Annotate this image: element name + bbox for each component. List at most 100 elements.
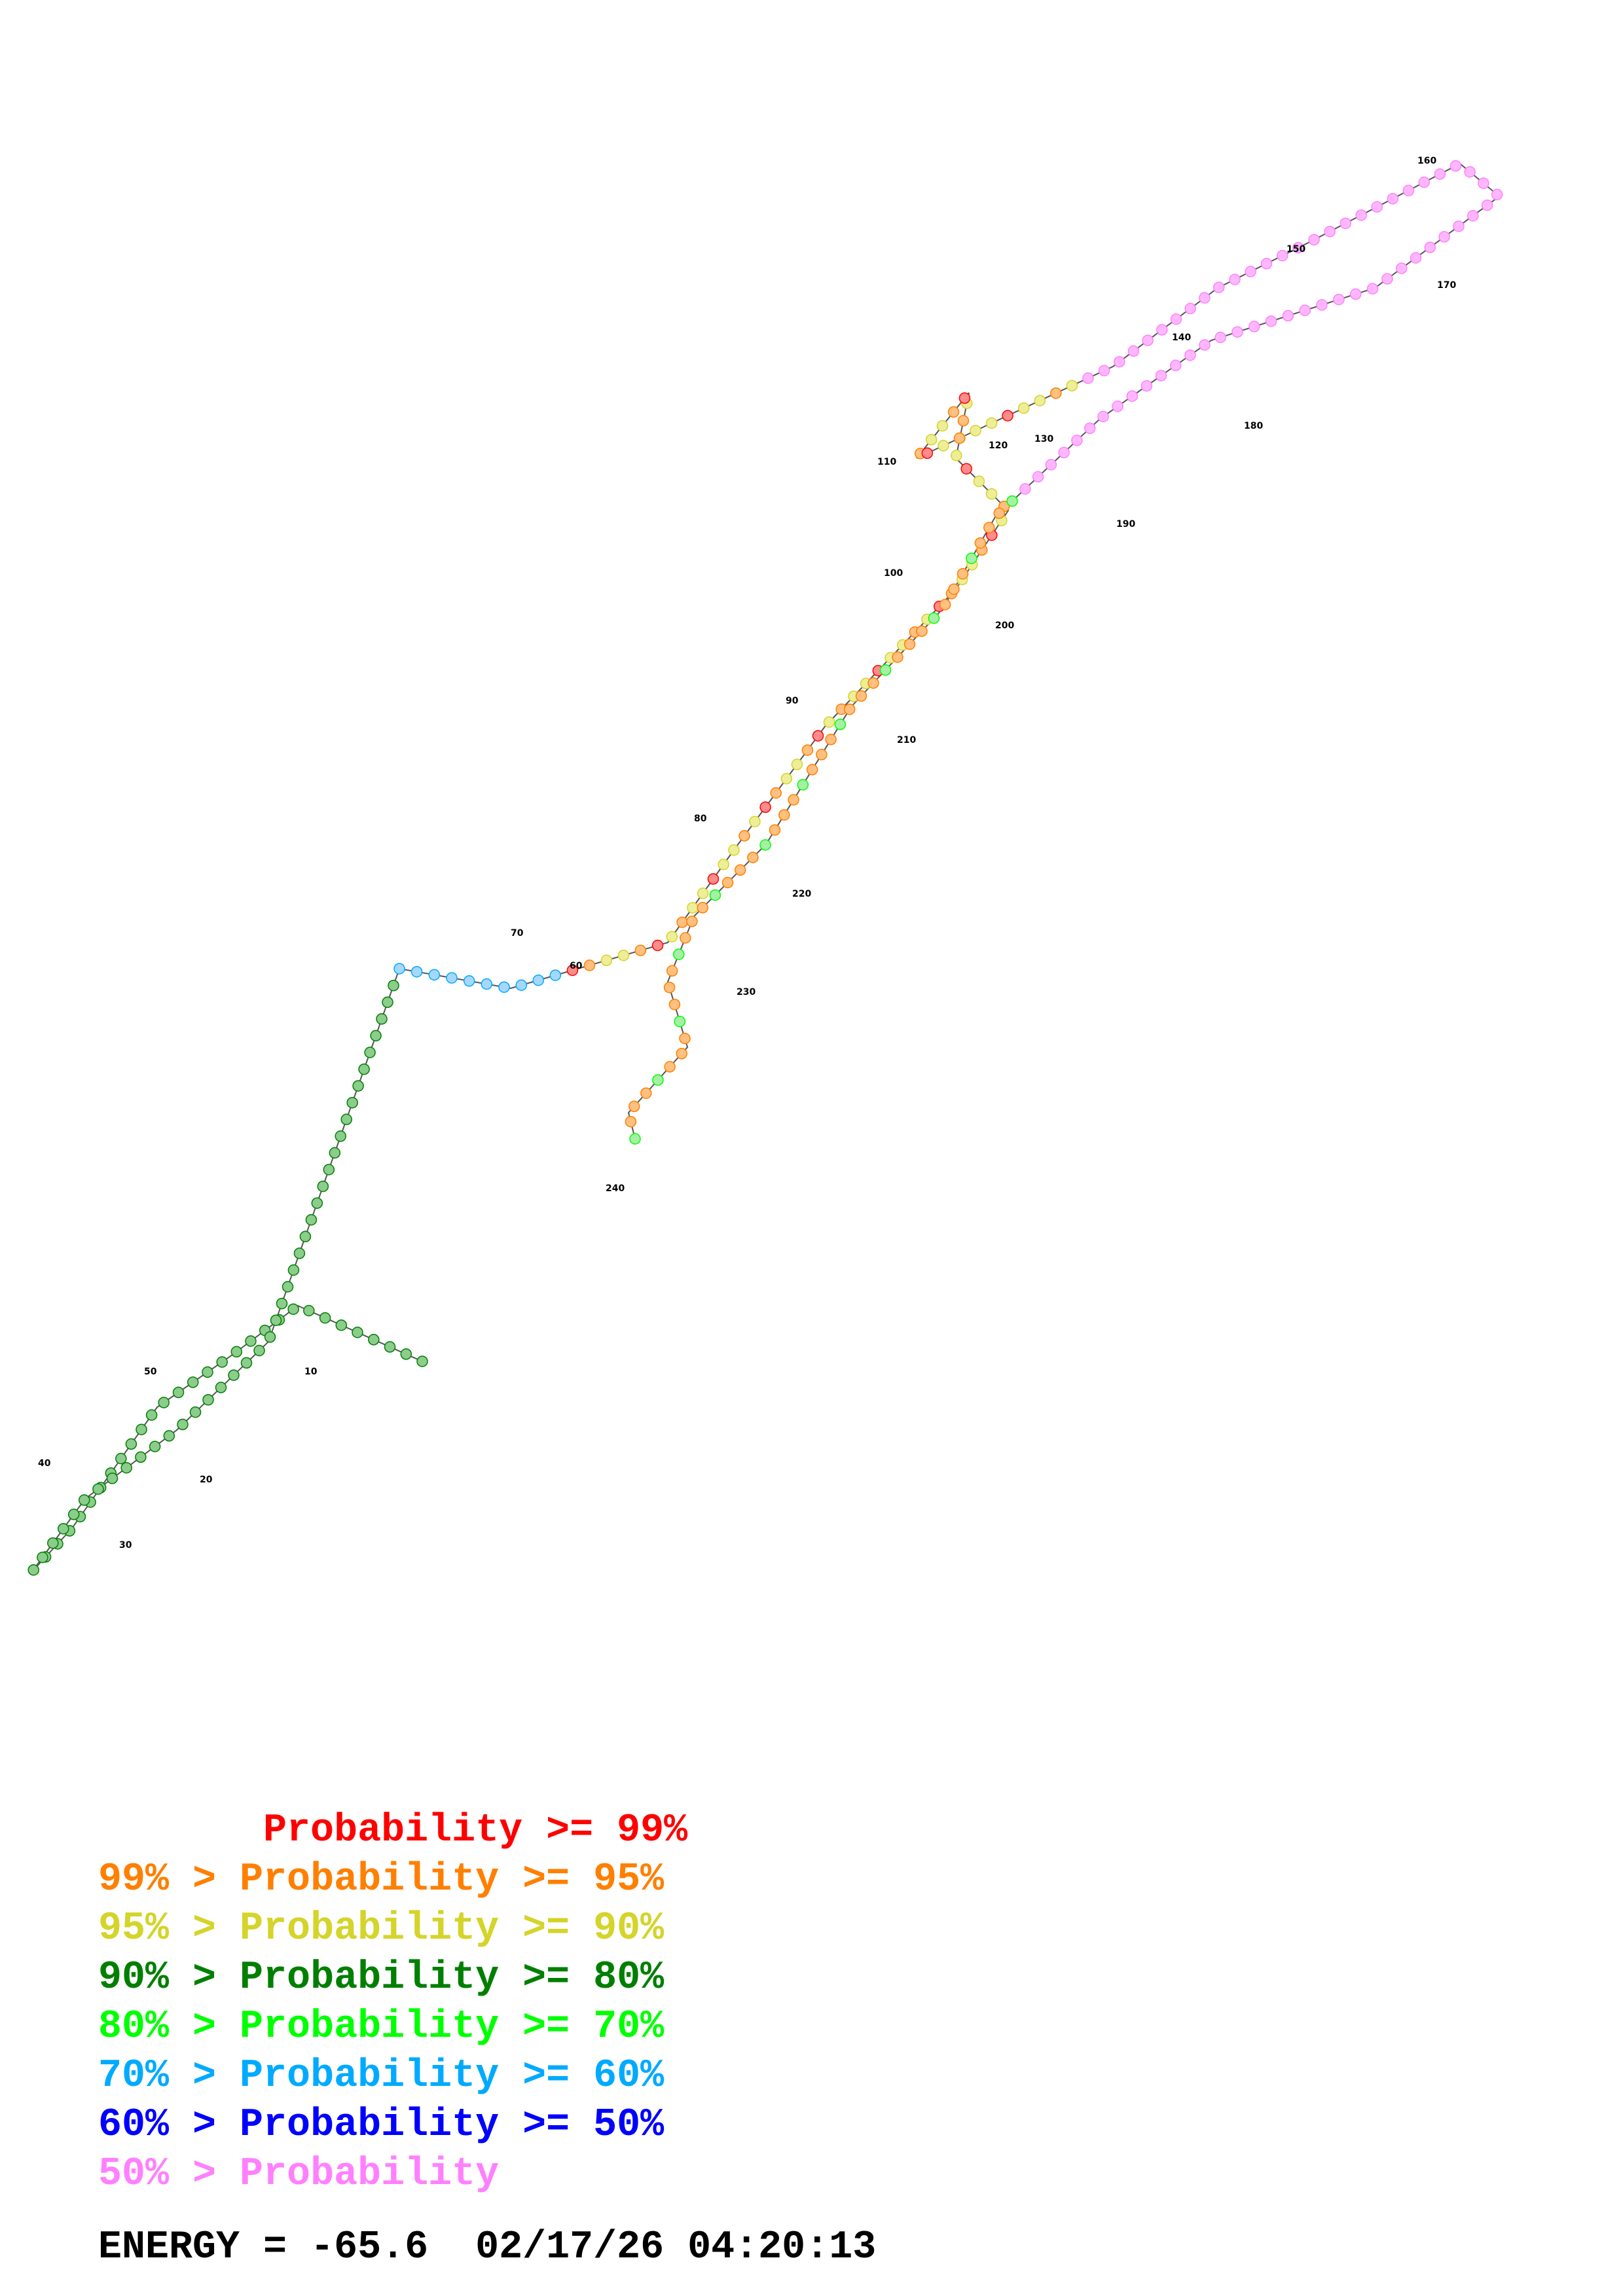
nucleotide-circle xyxy=(974,537,987,549)
nucleotide-circle xyxy=(778,809,790,821)
position-label: 100 xyxy=(884,568,903,579)
nucleotide-circle xyxy=(966,552,977,564)
nucleotide-circle xyxy=(335,1130,346,1142)
position-label: 80 xyxy=(694,814,707,824)
nucleotide-circle xyxy=(1019,483,1031,495)
nucleotide-circle xyxy=(393,963,405,975)
nucleotide-circle xyxy=(734,864,746,876)
legend-text: Probability >= 90% xyxy=(240,1907,665,1951)
nucleotide-circle xyxy=(728,844,740,856)
nucleotide-circle xyxy=(1245,266,1256,278)
nucleotide-circle xyxy=(240,1357,253,1369)
nucleotide-circle xyxy=(867,677,879,689)
nucleotide-circle xyxy=(666,965,678,977)
nucleotide-circle xyxy=(834,719,847,730)
nucleotide-circle xyxy=(823,716,835,728)
nucleotide-circle xyxy=(1340,217,1351,229)
nucleotide-circle xyxy=(652,1074,664,1086)
legend-item-90: 95% > Probability >= 90% xyxy=(98,1905,687,1954)
nucleotide-circle xyxy=(1355,209,1367,221)
nucleotide-circle xyxy=(136,1424,147,1435)
nucleotide-circle xyxy=(106,1473,119,1484)
nucleotide-circle xyxy=(230,1346,243,1358)
nucleotide-circle xyxy=(1402,185,1415,196)
nucleotide-circle xyxy=(801,744,814,756)
nucleotide-circle xyxy=(788,794,799,806)
nucleotide-circle xyxy=(115,1452,127,1465)
position-label: 60 xyxy=(570,961,583,971)
nucleotide-circle xyxy=(747,852,759,863)
nucleotide-circle xyxy=(215,1382,227,1393)
nucleotide-circle xyxy=(938,440,949,452)
nucleotide-circle xyxy=(216,1356,228,1368)
legend-item-70: 80% > Probability >= 70% xyxy=(98,2003,687,2052)
nucleotide-circle xyxy=(1324,225,1336,238)
nucleotide-circle xyxy=(27,1564,39,1576)
nucleotide-circle xyxy=(983,522,995,533)
nucleotide-circle xyxy=(629,1133,641,1145)
nucleotide-circle xyxy=(957,567,969,580)
nucleotide-circle xyxy=(1097,410,1109,423)
nucleotide-circle xyxy=(410,965,423,978)
nucleotide-circle xyxy=(293,1247,306,1259)
nucleotide-circle xyxy=(352,1080,364,1092)
position-label: 20 xyxy=(200,1475,213,1485)
nucleotide-circle xyxy=(697,888,709,899)
nucleotide-circle xyxy=(1292,242,1304,254)
position-label: 190 xyxy=(1116,519,1135,529)
nucleotide-circle xyxy=(92,1483,104,1495)
legend-prefix: 80% > xyxy=(98,2005,240,2049)
nucleotide-circle xyxy=(686,916,698,927)
nucleotide-circle xyxy=(1366,283,1379,295)
nucleotide-circle xyxy=(939,598,951,611)
nucleotide-circle xyxy=(189,1406,202,1418)
position-label: 150 xyxy=(1286,244,1305,255)
nucleotide-circle xyxy=(1213,281,1225,293)
nucleotide-circle xyxy=(125,1438,137,1450)
nucleotide-circle xyxy=(1478,177,1489,189)
nucleotide-circle xyxy=(1184,302,1196,315)
nucleotide-circle xyxy=(370,1030,382,1042)
nucleotide-circle xyxy=(825,734,837,745)
nucleotide-circle xyxy=(446,972,458,984)
nucleotide-circle xyxy=(1395,262,1408,274)
legend-text: Probability >= 80% xyxy=(240,1956,665,2000)
legend-item-80: 90% > Probability >= 80% xyxy=(98,1954,687,2003)
nucleotide-circle xyxy=(1142,334,1154,346)
nucleotide-circle xyxy=(957,415,970,427)
nucleotide-circle xyxy=(1265,315,1277,327)
nucleotide-circle xyxy=(806,764,818,776)
nucleotide-circle xyxy=(947,406,960,418)
nucleotide-circle xyxy=(163,1430,175,1442)
nucleotide-circle xyxy=(634,944,647,956)
position-label: 10 xyxy=(304,1367,318,1377)
position-label: 230 xyxy=(737,987,756,997)
nucleotide-circle xyxy=(202,1393,214,1406)
nucleotide-circle xyxy=(187,1376,199,1388)
nucleotide-circle xyxy=(948,583,960,595)
nucleotide-circle xyxy=(1058,446,1070,459)
backbone xyxy=(32,162,1501,1571)
footer-gap xyxy=(428,2225,475,2270)
nucleotide-circle xyxy=(463,975,475,987)
nucleotide-circle xyxy=(340,1113,352,1126)
legend-prefix: 99% > xyxy=(98,1857,240,1902)
nucleotide-circle xyxy=(346,1096,358,1109)
nucleotide-circle xyxy=(640,1087,652,1099)
position-label: 40 xyxy=(38,1458,51,1469)
nucleotide-circle xyxy=(951,450,962,461)
nucleotide-circle xyxy=(1169,359,1182,372)
nucleotide-circle xyxy=(1140,380,1153,392)
legend-item-99: Probability >= 99% xyxy=(98,1806,687,1856)
nucleotide-circle xyxy=(498,981,510,993)
nucleotide-circle xyxy=(388,979,399,992)
nucleotide-circle xyxy=(270,1314,282,1326)
legend-item-95: 99% > Probability >= 95% xyxy=(98,1856,687,1905)
nucleotide-circle xyxy=(158,1397,170,1408)
nucleotide-circle xyxy=(47,1537,59,1549)
nucleotide-circle xyxy=(816,749,828,761)
nucleotide-circle xyxy=(319,1312,331,1324)
nucleotide-circle xyxy=(416,1355,428,1367)
nucleotide-circle xyxy=(1127,345,1140,357)
nucleotide-circle xyxy=(1050,387,1062,399)
